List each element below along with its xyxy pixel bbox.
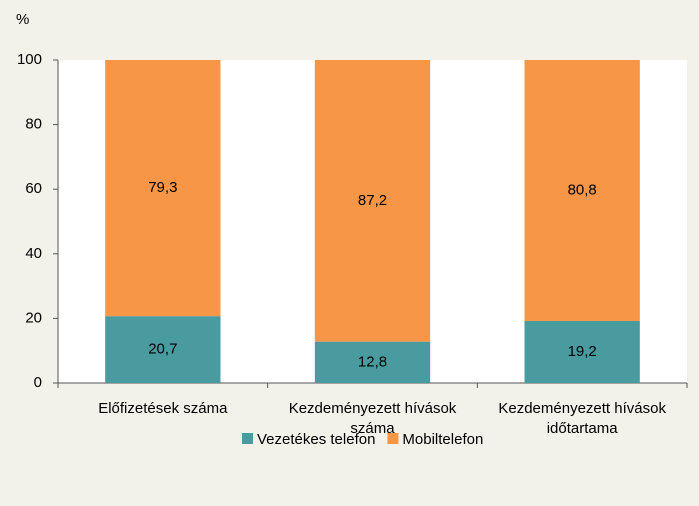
y-tick-label: 100 (17, 51, 42, 68)
x-tick-label: Kezdeményezett hívások időtartama (498, 400, 666, 437)
y-tick-label: 20 (25, 309, 42, 326)
data-label: 20,7 (148, 341, 177, 358)
x-tick-label: Előfizetések száma (98, 400, 228, 417)
bar-segment (105, 60, 221, 317)
y-tick-label: 80 (25, 116, 42, 133)
bar-segment (524, 60, 640, 321)
bar-segment (524, 320, 640, 383)
legend-swatch (242, 433, 253, 444)
data-label: 80,8 (568, 181, 597, 198)
y-tick-label: 0 (34, 374, 42, 391)
bar-segment (314, 60, 431, 342)
legend-label: Mobiltelefon (402, 431, 483, 448)
y-tick-label: 60 (25, 180, 42, 197)
legend-swatch (387, 433, 399, 444)
x-tick-label: Kezdeményezett hívások száma (289, 400, 457, 437)
data-label: 79,3 (148, 179, 177, 196)
bar-segment (105, 316, 221, 383)
legend-label: Vezetékes telefon (257, 431, 375, 448)
y-tick-label: 40 (25, 245, 42, 262)
bar-segment (314, 341, 431, 383)
y-axis-label: % (16, 11, 29, 28)
data-label: 12,8 (358, 353, 387, 370)
data-label: 87,2 (358, 192, 387, 209)
data-label: 19,2 (568, 343, 597, 360)
